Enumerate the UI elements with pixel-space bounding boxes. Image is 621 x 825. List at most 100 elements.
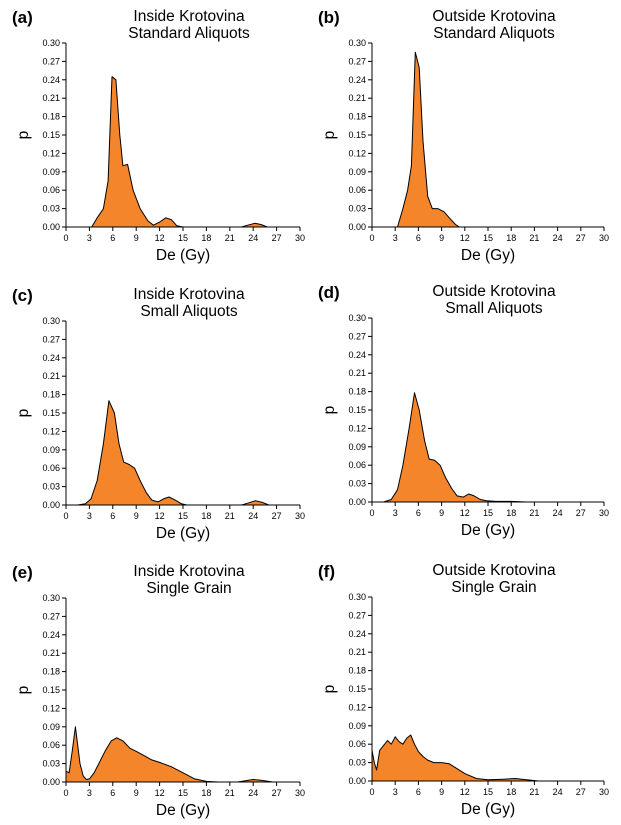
y-tick-label: 0.12 (348, 702, 366, 712)
x-tick-label: 9 (439, 233, 444, 243)
x-tick-label: 15 (483, 787, 493, 797)
chart-title: Standard Aliquots (128, 25, 250, 42)
x-tick-label: 12 (155, 233, 165, 243)
x-tick-label: 0 (63, 233, 68, 243)
y-tick-label: 0.18 (348, 387, 366, 397)
y-tick-label: 0.18 (348, 666, 366, 676)
y-tick-label: 0.18 (42, 667, 60, 677)
y-tick-label: 0.27 (348, 610, 366, 620)
y-tick-label: 0.09 (348, 721, 366, 731)
chart-title: Small Aliquots (445, 300, 543, 317)
x-tick-label: 18 (506, 233, 516, 243)
x-axis-label: De (Gy) (461, 247, 515, 264)
y-tick-label: 0.21 (348, 93, 366, 103)
y-tick-label: 0.15 (348, 405, 366, 415)
x-tick-label: 18 (506, 787, 516, 797)
y-axis-label: p (321, 131, 338, 140)
density-area (383, 392, 528, 503)
x-tick-label: 24 (553, 787, 563, 797)
x-tick-label: 24 (553, 508, 563, 518)
x-tick-label: 21 (225, 233, 235, 243)
y-tick-label: 0.03 (42, 482, 60, 492)
x-tick-label: 3 (393, 233, 398, 243)
y-tick-label: 0.09 (348, 442, 366, 452)
x-tick-label: 30 (599, 233, 609, 243)
y-tick-label: 0.24 (42, 75, 60, 85)
x-tick-label: 27 (272, 788, 282, 798)
chart-title: Outside Krotovina (432, 8, 556, 25)
y-tick-label: 0.12 (348, 423, 366, 433)
y-tick-label: 0.09 (42, 167, 60, 177)
y-tick-label: 0.03 (42, 204, 60, 214)
y-tick-label: 0.30 (348, 592, 366, 602)
panel-letter: (c) (12, 286, 33, 305)
x-tick-label: 30 (295, 233, 305, 243)
x-tick-label: 9 (134, 511, 139, 521)
y-axis-label: p (15, 131, 32, 140)
y-tick-label: 0.15 (348, 684, 366, 694)
y-tick-label: 0.06 (348, 185, 366, 195)
chart-title: Outside Krotovina (432, 562, 556, 579)
y-tick-label: 0.09 (42, 722, 60, 732)
y-tick-label: 0.00 (42, 777, 60, 787)
y-tick-label: 0.06 (42, 463, 60, 473)
y-tick-label: 0.06 (42, 185, 60, 195)
y-tick-label: 0.21 (42, 371, 60, 381)
x-tick-label: 3 (393, 787, 398, 797)
y-tick-label: 0.18 (348, 112, 366, 122)
x-tick-label: 24 (553, 233, 563, 243)
x-tick-label: 24 (248, 511, 258, 521)
x-tick-label: 18 (506, 508, 516, 518)
x-tick-label: 21 (529, 787, 539, 797)
y-tick-label: 0.30 (348, 38, 366, 48)
y-tick-label: 0.00 (348, 776, 366, 786)
y-tick-label: 0.03 (42, 759, 60, 769)
x-axis-label: De (Gy) (156, 802, 210, 819)
chart-title: Single Grain (451, 579, 536, 596)
x-tick-label: 27 (576, 508, 586, 518)
y-tick-label: 0.21 (42, 93, 60, 103)
chart-title: Small Aliquots (140, 303, 238, 320)
x-tick-label: 21 (225, 511, 235, 521)
y-tick-label: 0.27 (42, 611, 60, 621)
y-tick-label: 0.09 (42, 445, 60, 455)
x-tick-label: 30 (295, 511, 305, 521)
chart-title: Single Grain (146, 580, 231, 597)
y-tick-label: 0.00 (42, 500, 60, 510)
x-tick-label: 9 (134, 233, 139, 243)
x-tick-label: 0 (369, 787, 374, 797)
x-tick-label: 0 (369, 508, 374, 518)
y-tick-label: 0.12 (42, 426, 60, 436)
y-tick-label: 0.12 (348, 148, 366, 158)
panel-letter: (a) (12, 8, 33, 27)
x-tick-label: 27 (272, 511, 282, 521)
y-axis-label: p (15, 686, 32, 695)
density-area (65, 726, 274, 783)
y-axis-label: p (15, 409, 32, 418)
y-tick-label: 0.27 (348, 56, 366, 66)
y-tick-label: 0.27 (42, 334, 60, 344)
x-tick-label: 24 (248, 788, 258, 798)
y-tick-label: 0.24 (348, 75, 366, 85)
x-tick-label: 21 (529, 508, 539, 518)
y-tick-label: 0.21 (348, 368, 366, 378)
x-axis-label: De (Gy) (461, 801, 515, 818)
chart-title: Inside Krotovina (133, 563, 245, 580)
y-tick-label: 0.00 (348, 222, 366, 232)
y-axis-label: p (321, 406, 338, 415)
y-tick-label: 0.03 (348, 204, 366, 214)
y-axis-label: p (321, 685, 338, 694)
y-tick-label: 0.00 (42, 222, 60, 232)
x-tick-label: 18 (201, 788, 211, 798)
y-tick-label: 0.00 (348, 497, 366, 507)
x-tick-label: 9 (134, 788, 139, 798)
y-tick-label: 0.15 (42, 685, 60, 695)
y-tick-label: 0.24 (42, 353, 60, 363)
chart-title: Inside Krotovina (133, 286, 245, 303)
y-tick-label: 0.03 (348, 479, 366, 489)
panel-letter: (e) (12, 563, 33, 582)
y-tick-label: 0.21 (42, 648, 60, 658)
